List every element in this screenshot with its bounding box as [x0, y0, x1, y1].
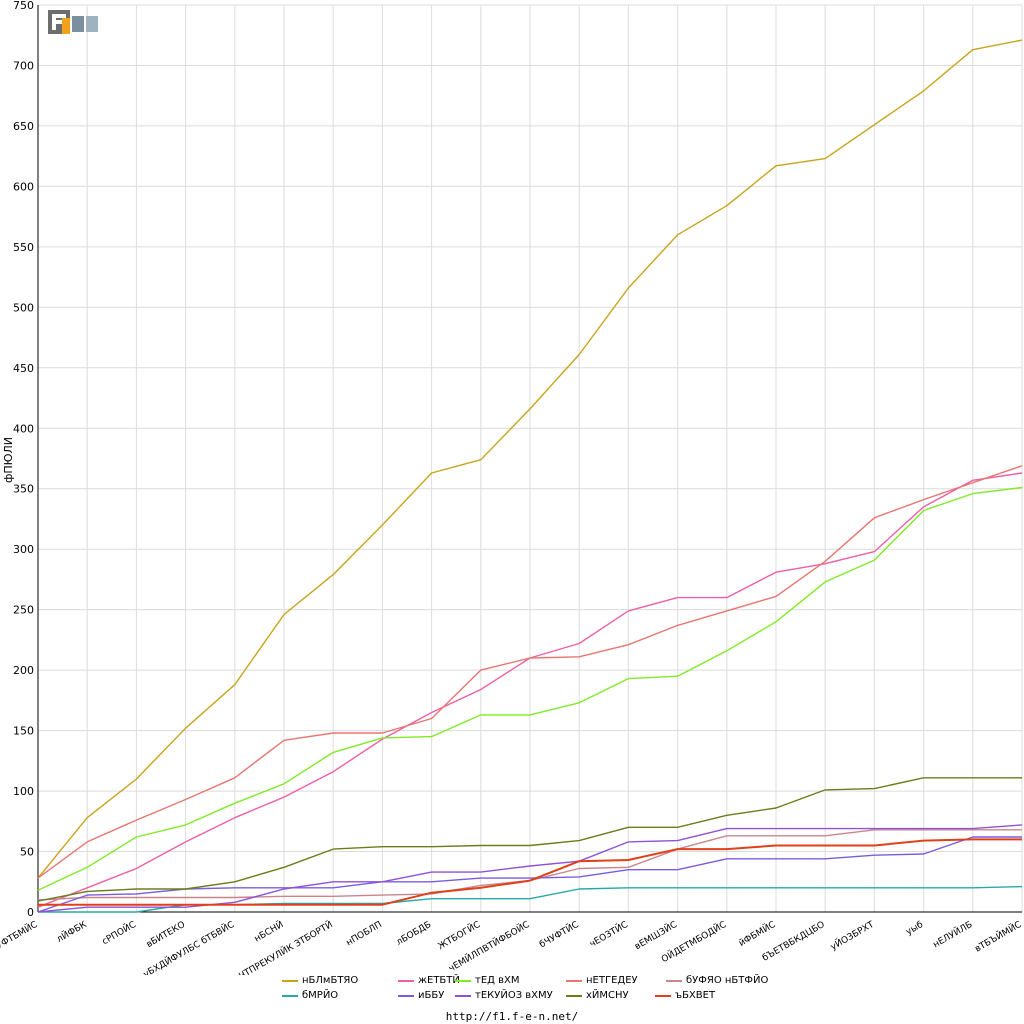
series-line	[37, 465, 1023, 879]
x-tick-label: бЧУФТЙС	[537, 918, 581, 950]
legend-swatch	[566, 979, 582, 982]
legend-item: бМРЙО	[282, 990, 338, 1001]
x-tick-label: нПОБЛП	[345, 920, 384, 948]
legend-label: нЕТГЕДЕУ	[586, 975, 638, 986]
legend-swatch	[398, 994, 414, 997]
legend-item: бУФЯО нБТФЙО	[666, 975, 768, 986]
y-tick-label: 450	[13, 362, 34, 375]
legend-item: тЕД вХМ	[455, 975, 520, 986]
legend-label: бУФЯО нБТФЙО	[686, 975, 769, 986]
x-tick-label: лБОБДБ	[395, 920, 433, 948]
y-tick-label: 300	[13, 543, 34, 556]
x-tick-label: чЕОЗТЙС	[587, 918, 630, 950]
series-line	[37, 486, 1023, 891]
legend-label: ъБХВЕТ	[675, 990, 716, 1001]
legend-swatch	[455, 994, 471, 997]
legend-label: нБЛмБТЯО	[302, 975, 359, 986]
series-line	[37, 39, 1023, 879]
x-tick-label: вЕМШЗЙС	[632, 918, 679, 952]
y-tick-label: 750	[13, 0, 34, 12]
legend-item: нБЛмБТЯО	[282, 975, 358, 986]
x-tick-label: уыб	[905, 920, 926, 938]
line-chart: 0 50 100 150 200 250 300 350 400 450 500 550 600 650 7…	[0, 0, 1024, 975]
y-tick-label: 600	[13, 180, 34, 193]
x-tick-label: ЖТБОГЙС	[436, 918, 483, 952]
x-tick-label: сРПОЙС	[100, 918, 138, 947]
legend-item: жЕТБТЙ	[398, 975, 460, 986]
legend-swatch	[655, 994, 671, 997]
chart-legend: нБЛмБТЯО жЕТБТЙ тЕД вХМ нЕТГЕДЕУ бУФЯО нБТФЙ…	[0, 975, 1024, 1005]
y-tick-label: 550	[13, 241, 34, 254]
legend-item: иББУ	[398, 990, 444, 1001]
series-line	[37, 836, 1022, 913]
f1en-logo	[48, 8, 100, 36]
y-tick-label: 500	[13, 301, 34, 314]
legend-label: жЕТБТЙ	[418, 975, 460, 986]
x-tick-label: вБИТЕКО	[145, 920, 187, 950]
legend-label: тЕКУЙОЗ вХМУ	[475, 990, 553, 1001]
y-tick-label: 350	[13, 483, 34, 496]
legend-swatch	[282, 979, 298, 982]
x-tick-label: нЕЛУЙЛБ	[931, 918, 975, 950]
legend-item: ъБХВЕТ	[655, 990, 715, 1001]
x-tick-label: чЕМЙЛПВТЙФБОЙС	[446, 918, 531, 974]
series-line	[37, 777, 1022, 902]
x-tick-label: нБСНЙ	[252, 918, 286, 944]
y-tick-label: 0	[27, 906, 34, 919]
y-tick-label: 400	[13, 422, 34, 435]
y-tick-label: 250	[13, 604, 34, 617]
x-tick-label: бУФТБМЙС	[0, 918, 40, 954]
legend-item: тЕКУЙОЗ вХМУ	[455, 990, 553, 1001]
y-tick-label: 650	[13, 120, 34, 133]
legend-item: нЕТГЕДЕУ	[566, 975, 638, 986]
legend-label: хЙМСНУ	[586, 990, 629, 1001]
y-tick-label: 200	[13, 664, 34, 677]
legend-swatch	[282, 994, 298, 997]
legend-label: иББУ	[418, 990, 445, 1001]
series-line	[38, 838, 1022, 906]
source-url[interactable]: http://f1.f-e-n.net/	[445, 1010, 579, 1023]
x-tick-label: йФБМЙС	[736, 918, 777, 949]
y-tick-label: 100	[13, 785, 34, 798]
legend-swatch	[398, 979, 414, 982]
x-tick-label: лЙФБК	[54, 918, 89, 945]
y-tick-label: 700	[13, 59, 34, 72]
legend-swatch	[455, 979, 471, 982]
legend-swatch	[566, 994, 582, 997]
x-tick-label: уЙОЗБРХТ	[828, 918, 876, 953]
legend-swatch	[666, 979, 682, 982]
legend-label: тЕД вХМ	[475, 975, 520, 986]
x-tick-label: вТБЪЙМЙС	[972, 918, 1023, 954]
y-tick-label: 150	[13, 725, 34, 738]
y-axis-label: фПЮЛИ	[2, 437, 15, 483]
y-tick-label: 50	[20, 846, 34, 859]
legend-label: бМРЙО	[302, 990, 339, 1001]
legend-item: хЙМСНУ	[566, 990, 629, 1001]
